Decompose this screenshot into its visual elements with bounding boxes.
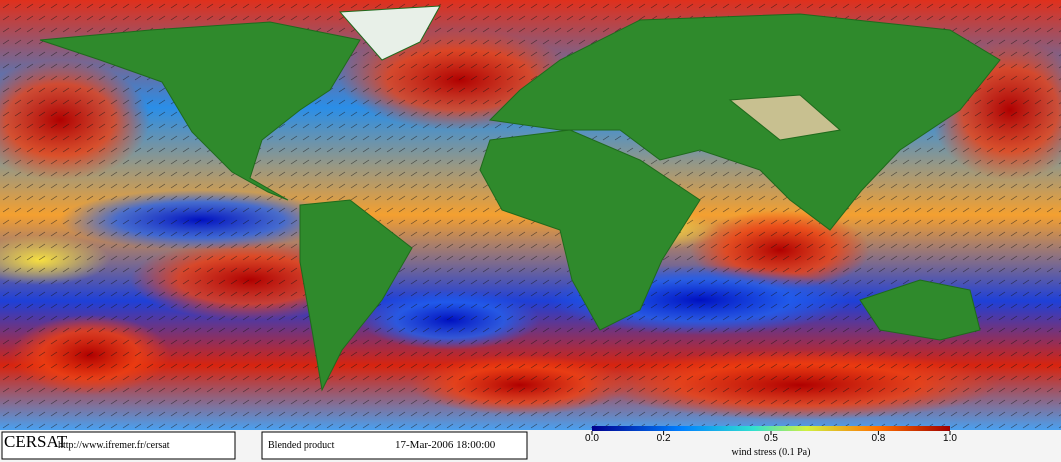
- colorbar-tick-label: 0.2: [657, 433, 671, 444]
- product: Blended product: [268, 440, 335, 451]
- logo: CERSAT: [4, 432, 68, 451]
- colorbar-tick-label: 0.5: [764, 433, 778, 444]
- date: 17-Mar-2006 18:00:00: [395, 439, 496, 451]
- colorbar-tick-label: 1.0: [943, 433, 957, 444]
- colorbar: [592, 426, 950, 431]
- land: [39, 5, 1001, 392]
- colorbar-label: wind stress (0.1 Pa): [732, 447, 811, 458]
- url[interactable]: http://www.ifremer.fr/cersat: [58, 440, 170, 451]
- footer-box: [261, 431, 528, 460]
- colorbar-tick-label: 0.0: [585, 433, 599, 444]
- footer-box: [1, 431, 236, 460]
- colorbar-ticks: 0.0 0.2 0.5 0.8 1.0: [585, 431, 957, 444]
- colorbar-tick-label: 0.8: [871, 433, 885, 444]
